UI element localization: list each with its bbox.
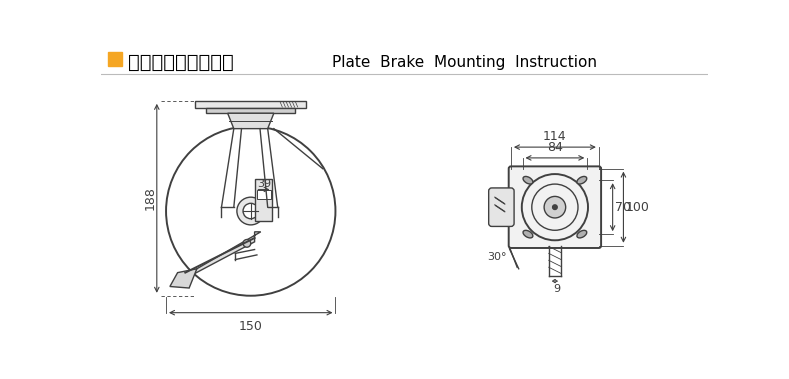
Text: 150: 150 (239, 320, 263, 334)
Bar (108, 52, 122, 66)
FancyBboxPatch shape (509, 166, 601, 248)
Bar (256, 179, 272, 221)
Ellipse shape (577, 230, 587, 238)
Bar (196, 101, 306, 108)
Circle shape (544, 196, 566, 218)
Circle shape (243, 240, 251, 247)
Text: 114: 114 (543, 130, 567, 143)
Text: 30°: 30° (488, 252, 507, 262)
Ellipse shape (577, 177, 587, 184)
Text: 9: 9 (553, 284, 560, 294)
Text: 平顶刹车安装尺寸图: 平顶刹车安装尺寸图 (129, 53, 234, 72)
Ellipse shape (523, 177, 533, 184)
Circle shape (243, 203, 259, 219)
Bar (206, 108, 295, 113)
Ellipse shape (523, 230, 533, 238)
Circle shape (552, 205, 557, 210)
Bar (257, 190, 271, 199)
Polygon shape (189, 232, 260, 276)
Text: 39: 39 (258, 179, 271, 189)
Text: 188: 188 (144, 186, 157, 210)
Polygon shape (170, 269, 196, 288)
Text: 84: 84 (547, 141, 563, 154)
Text: 70: 70 (615, 200, 631, 214)
FancyBboxPatch shape (488, 188, 514, 226)
Polygon shape (228, 113, 274, 128)
Text: 100: 100 (626, 200, 649, 214)
Circle shape (237, 197, 264, 225)
Text: Plate  Brake  Mounting  Instruction: Plate Brake Mounting Instruction (331, 55, 596, 70)
